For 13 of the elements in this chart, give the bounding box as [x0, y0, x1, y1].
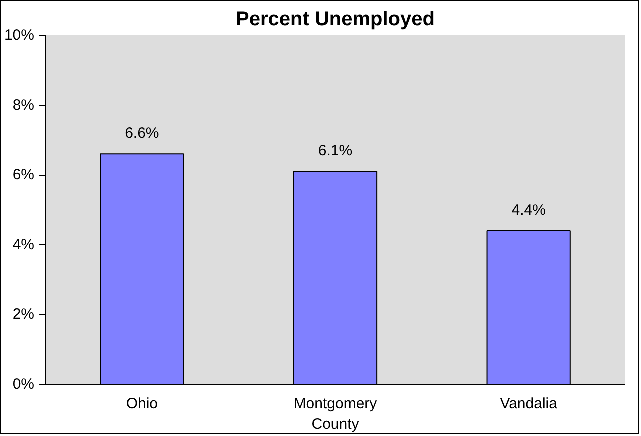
x-tick-label: Vandalia [500, 396, 558, 412]
y-tick-label: 2% [12, 306, 35, 324]
data-label: 6.1% [318, 142, 353, 160]
y-tick-label: 10% [4, 27, 35, 44]
x-tick-label: Montgomery County [294, 396, 378, 433]
chart-title: Percent Unemployed [236, 8, 435, 30]
x-tick-label: Ohio [126, 396, 158, 412]
data-label: 4.4% [512, 202, 546, 219]
y-tick-label: 4% [12, 236, 35, 254]
y-tick-label: 6% [12, 166, 35, 184]
y-tick-label: 8% [12, 96, 35, 114]
data-label: 6.6% [125, 125, 160, 142]
y-tick-label: 0% [12, 376, 35, 393]
